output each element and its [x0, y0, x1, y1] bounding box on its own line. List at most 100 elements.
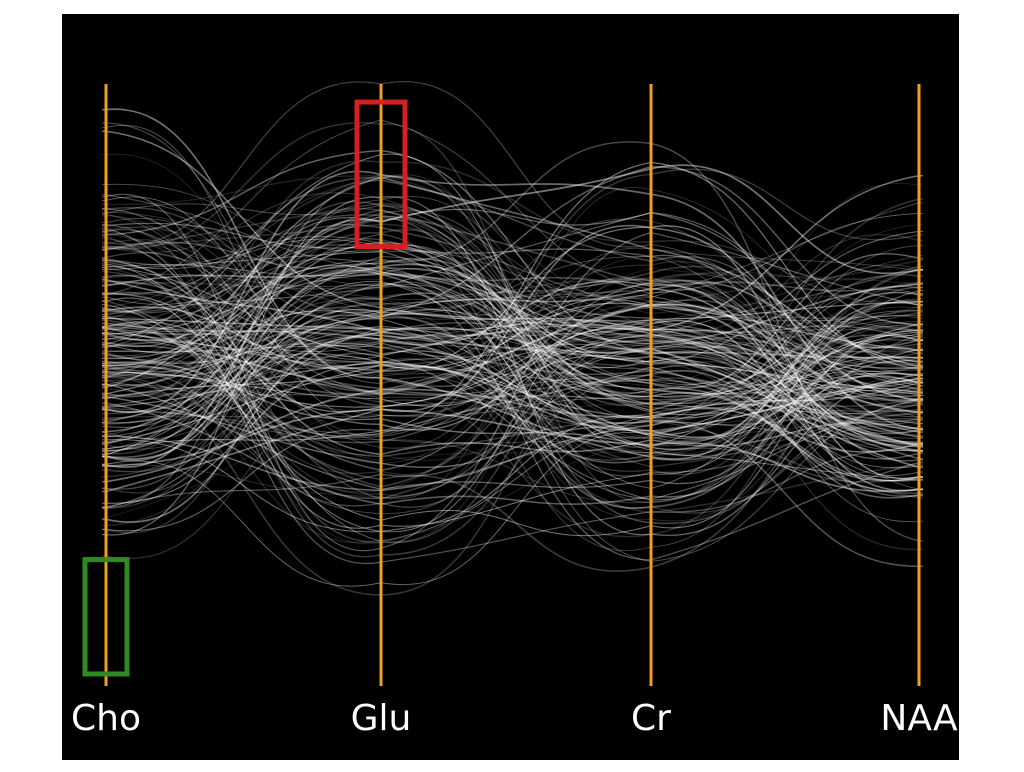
- data-polyline: [102, 270, 923, 447]
- axis-label-glu: Glu: [351, 698, 412, 739]
- data-polyline: [102, 322, 923, 435]
- data-polyline: [102, 282, 923, 514]
- data-polyline: [102, 119, 923, 435]
- axes-layer: [104, 84, 921, 686]
- data-polyline: [102, 268, 923, 425]
- data-polyline: [102, 246, 923, 544]
- data-polyline: [102, 353, 923, 433]
- data-polyline: [102, 196, 923, 536]
- data-polyline: [102, 255, 923, 395]
- data-polyline: [102, 303, 923, 446]
- data-polyline: [102, 259, 923, 497]
- data-polyline: [102, 218, 923, 331]
- highlight-boxes-layer: [82, 99, 408, 677]
- data-polyline: [102, 179, 923, 509]
- data-polyline: [102, 292, 923, 431]
- data-polyline: [102, 225, 923, 479]
- data-polyline: [102, 292, 923, 457]
- data-polyline: [102, 361, 923, 420]
- data-polyline: [102, 244, 923, 412]
- data-polyline: [102, 238, 923, 462]
- data-polyline: [102, 274, 923, 565]
- data-polyline: [102, 215, 923, 464]
- data-polyline: [102, 206, 923, 347]
- data-polyline: [102, 210, 923, 390]
- data-polyline: [102, 174, 923, 446]
- data-polyline: [102, 236, 923, 500]
- data-polyline: [102, 154, 923, 481]
- data-polyline: [102, 253, 923, 390]
- data-polyline: [102, 280, 923, 393]
- data-polyline: [102, 203, 923, 418]
- data-polyline: [102, 258, 923, 388]
- data-polyline: [102, 317, 923, 458]
- data-polyline: [102, 319, 923, 482]
- data-polyline: [102, 302, 923, 450]
- data-polyline: [102, 269, 923, 462]
- data-polyline: [102, 218, 923, 439]
- data-polyline: [102, 218, 923, 450]
- data-polyline: [102, 346, 923, 527]
- data-polyline: [102, 328, 923, 509]
- data-polyline: [102, 183, 923, 299]
- data-polyline: [102, 263, 923, 533]
- data-polyline: [102, 259, 923, 538]
- data-polyline: [102, 233, 923, 562]
- data-polyline: [102, 308, 923, 413]
- glu-high-range-box: [354, 99, 408, 250]
- data-polyline: [102, 122, 923, 503]
- data-polyline: [102, 170, 923, 431]
- data-polyline: [102, 214, 923, 412]
- data-polyline: [102, 278, 923, 407]
- data-polyline: [102, 373, 923, 492]
- data-polyline: [102, 336, 923, 508]
- data-polyline: [102, 176, 923, 389]
- data-polyline: [102, 303, 923, 401]
- data-polyline: [102, 174, 923, 437]
- data-polyline: [102, 192, 923, 334]
- data-polyline: [102, 365, 923, 460]
- data-polyline: [102, 324, 923, 447]
- data-polyline: [102, 301, 923, 413]
- data-polyline: [102, 237, 923, 410]
- data-polyline: [102, 249, 923, 439]
- data-polyline: [102, 208, 923, 367]
- data-polyline: [102, 306, 923, 439]
- data-polyline: [102, 278, 923, 469]
- data-polyline: [102, 284, 923, 438]
- data-polyline: [102, 281, 923, 490]
- data-polyline: [102, 321, 923, 559]
- data-polyline: [102, 267, 923, 421]
- data-polyline: [102, 256, 923, 469]
- data-polyline: [102, 267, 923, 504]
- data-polyline: [102, 211, 923, 397]
- data-polyline: [102, 232, 923, 394]
- data-polyline: [102, 300, 923, 488]
- data-polyline: [102, 326, 923, 460]
- data-polyline: [102, 81, 923, 402]
- data-polyline: [102, 390, 923, 587]
- data-polyline: [102, 311, 923, 522]
- data-polyline: [102, 223, 923, 429]
- data-polyline: [102, 302, 923, 445]
- data-polyline: [102, 238, 923, 398]
- data-polyline: [102, 291, 923, 545]
- data-polyline: [102, 279, 923, 472]
- data-polyline: [102, 222, 923, 462]
- data-polyline: [102, 298, 923, 504]
- data-polyline: [102, 321, 923, 494]
- data-polyline: [102, 264, 923, 395]
- data-polyline: [102, 301, 923, 509]
- axis-label-cr: Cr: [631, 698, 671, 739]
- data-polyline: [102, 273, 923, 365]
- data-polyline: [102, 183, 923, 359]
- data-polyline: [102, 378, 923, 468]
- data-polyline: [102, 337, 923, 395]
- data-polyline: [102, 322, 923, 432]
- axis-label-naa: NAA: [880, 698, 958, 739]
- data-polyline: [102, 239, 923, 343]
- data-polyline: [102, 250, 923, 416]
- data-polyline: [102, 311, 923, 395]
- data-polyline: [102, 187, 923, 500]
